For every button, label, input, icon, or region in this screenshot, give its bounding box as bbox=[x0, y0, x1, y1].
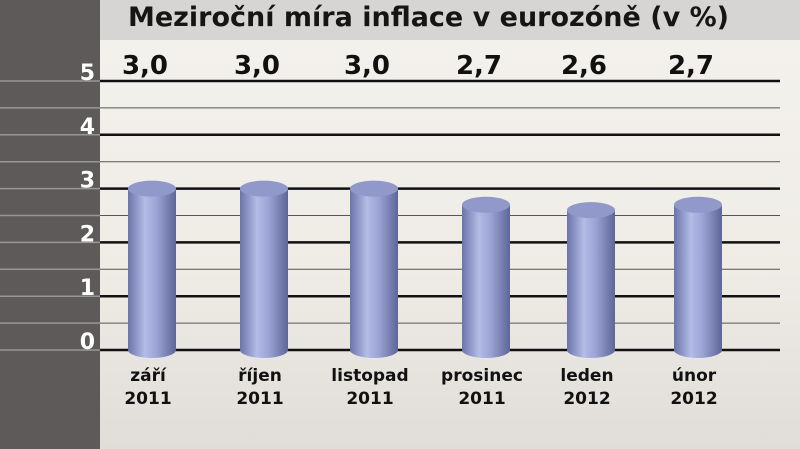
x-tick-label: leden bbox=[560, 366, 613, 386]
y-tick-label: 0 bbox=[80, 330, 95, 355]
x-tick-label: listopad bbox=[331, 366, 408, 386]
y-tick-label: 1 bbox=[80, 276, 95, 301]
y-tick-label: 4 bbox=[80, 115, 95, 140]
x-tick-label: únor bbox=[672, 366, 717, 386]
x-tick-label: prosinec bbox=[441, 366, 523, 386]
bar-top bbox=[128, 180, 176, 197]
x-tick-label: říjen bbox=[238, 366, 282, 386]
bar bbox=[674, 204, 722, 350]
data-label: 3,0 bbox=[344, 51, 390, 81]
bar bbox=[240, 188, 288, 350]
data-label: 2,6 bbox=[561, 51, 607, 81]
chart-title: Meziroční míra inflace v eurozóně (v %) bbox=[128, 2, 729, 33]
y-tick-label: 5 bbox=[80, 61, 95, 86]
bar-top bbox=[674, 196, 722, 213]
bar-top bbox=[567, 202, 615, 219]
bar-base bbox=[462, 342, 510, 358]
data-label: 2,7 bbox=[456, 51, 502, 81]
x-tick-year: 2011 bbox=[236, 389, 283, 409]
bar-base bbox=[567, 342, 615, 358]
y-tick-label: 2 bbox=[80, 222, 95, 247]
x-tick-year: 2012 bbox=[563, 389, 610, 409]
x-tick-year: 2011 bbox=[346, 389, 393, 409]
bar-top bbox=[240, 180, 288, 197]
bar-base bbox=[240, 342, 288, 358]
title-bar bbox=[100, 0, 800, 40]
data-label: 2,7 bbox=[668, 51, 714, 81]
bar bbox=[462, 204, 510, 350]
bar bbox=[128, 188, 176, 350]
data-label: 3,0 bbox=[122, 51, 168, 81]
x-tick-year: 2012 bbox=[670, 389, 717, 409]
bar-base bbox=[350, 342, 398, 358]
x-tick-label: září bbox=[130, 366, 167, 386]
bar bbox=[567, 210, 615, 350]
x-tick-year: 2011 bbox=[124, 389, 171, 409]
bar-top bbox=[462, 196, 510, 213]
left-panel bbox=[0, 0, 100, 449]
bar-base bbox=[674, 342, 722, 358]
bar-top bbox=[350, 180, 398, 197]
x-tick-year: 2011 bbox=[458, 389, 505, 409]
bar-base bbox=[128, 342, 176, 358]
data-label: 3,0 bbox=[234, 51, 280, 81]
y-tick-label: 3 bbox=[80, 169, 95, 194]
bar bbox=[350, 188, 398, 350]
